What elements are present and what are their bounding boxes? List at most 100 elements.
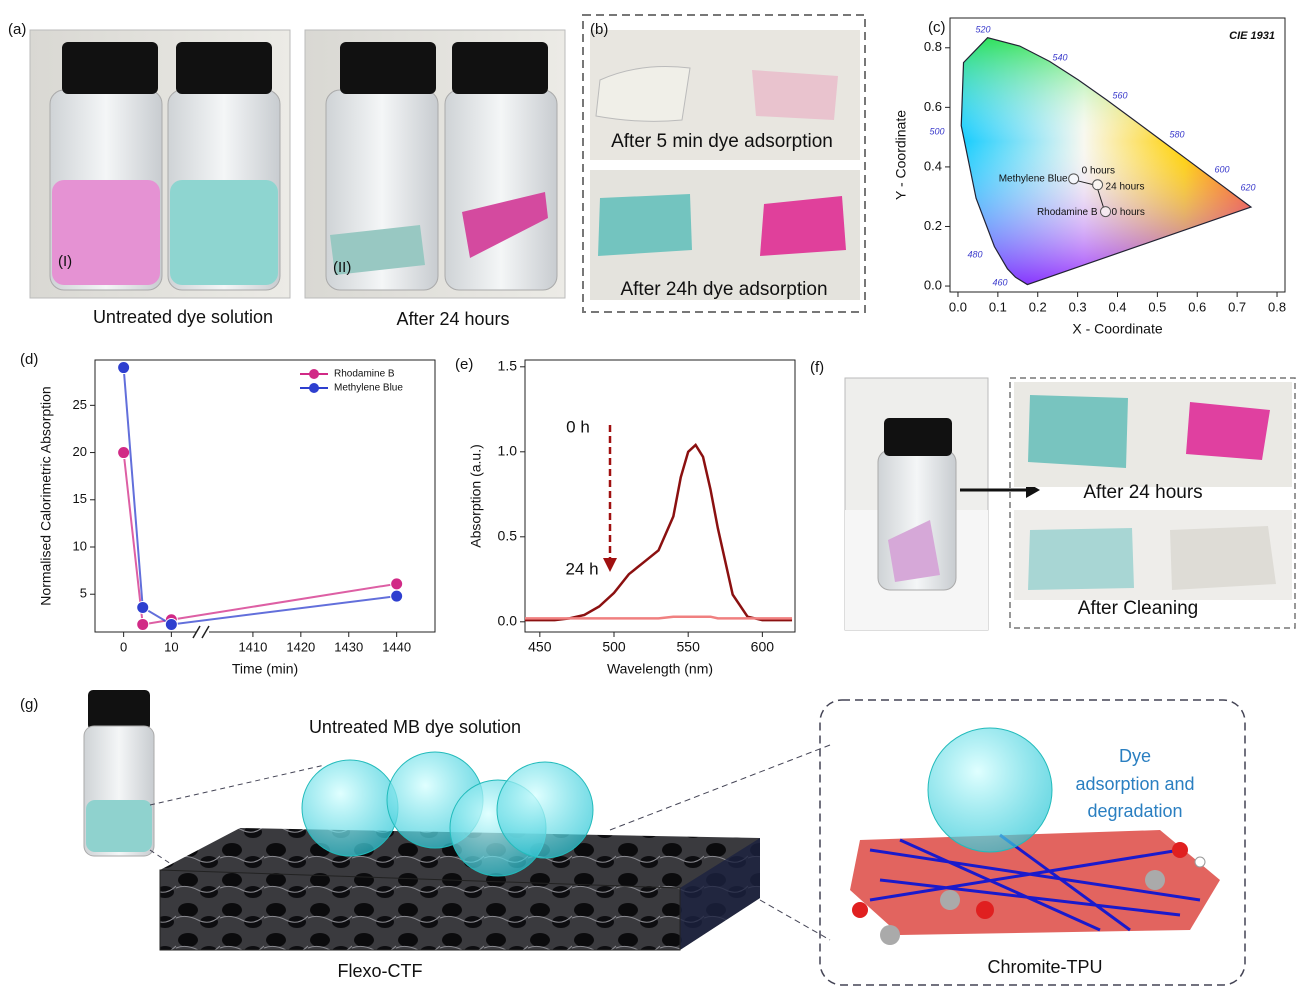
x-tick-label: 0.7 — [1228, 299, 1246, 314]
panel-label: (a) — [8, 21, 26, 38]
y-tick-label: 10 — [73, 538, 87, 553]
y-tick-label: 0.5 — [498, 528, 518, 544]
x-tick-label: 0.1 — [989, 299, 1007, 314]
series-line — [124, 368, 397, 625]
caption: Flexo-CTF — [338, 961, 423, 981]
x-tick-label: 1430 — [334, 639, 363, 654]
wavelength-label: 480 — [967, 249, 982, 259]
point — [1101, 207, 1111, 217]
marker — [391, 590, 403, 602]
note: adsorption and — [1075, 774, 1194, 794]
wavelength-label: 500 — [929, 126, 944, 136]
gamut-fill — [950, 18, 1285, 292]
x-tick-label: 1420 — [286, 639, 315, 654]
x-tick-label: 0.3 — [1069, 299, 1087, 314]
x-tick-label: 1410 — [238, 639, 267, 654]
panel-label: (g) — [20, 696, 38, 713]
y-tick-label: 1.0 — [498, 443, 518, 459]
wavelength-label: 460 — [992, 277, 1007, 287]
wavelength-label: 600 — [1214, 164, 1229, 174]
x-tick-label: 500 — [602, 639, 626, 655]
x-tick-label: 0.2 — [1029, 299, 1047, 314]
x-tick-label: 0.4 — [1108, 299, 1126, 314]
caption: Chromite-TPU — [987, 957, 1102, 977]
point — [1069, 174, 1079, 184]
x-tick-label: 0.6 — [1188, 299, 1206, 314]
marker — [118, 447, 130, 459]
marker — [165, 618, 177, 630]
photo — [30, 30, 565, 298]
x-tick-label: 450 — [528, 639, 552, 655]
point-label: 0 hours — [1112, 207, 1145, 218]
x-axis-title: Wavelength (nm) — [607, 661, 713, 677]
y-tick-label: 0.2 — [924, 218, 942, 233]
wavelength-label: 620 — [1240, 182, 1255, 192]
point — [1093, 180, 1103, 190]
marker — [391, 578, 403, 590]
plot-frame — [525, 360, 795, 632]
photo — [845, 378, 1295, 630]
illustration — [84, 690, 1245, 985]
y-tick-label: 25 — [73, 397, 87, 412]
y-tick-label: 0.4 — [924, 158, 942, 173]
y-tick-label: 0.0 — [498, 613, 518, 629]
panel-label: (f) — [810, 359, 824, 376]
x-tick-label: 0 — [120, 639, 127, 654]
y-tick-label: 0.8 — [924, 39, 942, 54]
x-axis-title: Time (min) — [232, 661, 298, 677]
vial-label: (II) — [333, 259, 351, 276]
point-label: 24 hours — [1106, 181, 1145, 192]
annotation: 0 h — [566, 417, 590, 436]
wavelength-label: 580 — [1169, 129, 1184, 139]
y-axis-title: Normalised Calorimetric Absorption — [38, 386, 54, 605]
x-tick-label: 600 — [751, 639, 775, 655]
y-tick-label: 5 — [80, 586, 87, 601]
caption: After 24h dye adsorption — [620, 279, 827, 300]
gamut — [950, 18, 1285, 292]
panel-label: (e) — [455, 356, 473, 373]
vial-label: (I) — [58, 253, 72, 270]
panel-label: (d) — [20, 351, 38, 368]
plot-frame — [95, 360, 435, 632]
note: degradation — [1087, 801, 1182, 821]
y-tick-label: 0.6 — [924, 99, 942, 114]
series-line — [124, 453, 397, 625]
annotation: Methylene Blue — [999, 173, 1068, 184]
annotation: Rhodamine B — [1037, 207, 1098, 218]
legend-label: Rhodamine B — [334, 369, 395, 380]
y-axis-title: Y - Coordinate — [893, 110, 909, 200]
wavelength-label: 540 — [1052, 52, 1067, 62]
y-tick-label: 15 — [73, 491, 87, 506]
note: Dye — [1119, 746, 1151, 766]
caption: After 5 min dye adsorption — [611, 131, 833, 152]
x-tick-label: 0.8 — [1268, 299, 1286, 314]
legend-label: Methylene Blue — [334, 383, 403, 394]
caption: After Cleaning — [1078, 598, 1198, 619]
x-tick-label: 10 — [164, 639, 178, 654]
legend-marker — [309, 383, 319, 393]
y-tick-label: 0.0 — [924, 277, 942, 292]
y-axis-title: Absorption (a.u.) — [468, 444, 484, 548]
figure: (a) (I) (II) Untreated dye solution Afte… — [0, 0, 1300, 987]
caption: After 24 hours — [1083, 482, 1202, 503]
arrow-head — [603, 558, 617, 572]
caption: After 24 hours — [396, 309, 509, 329]
x-tick-label: 0.0 — [949, 299, 967, 314]
point-label: 0 hours — [1082, 165, 1115, 176]
photo — [590, 30, 860, 300]
chart-title: CIE 1931 — [1229, 30, 1275, 42]
caption: Untreated MB dye solution — [309, 717, 521, 737]
marker — [137, 601, 149, 613]
x-tick-label: 550 — [677, 639, 701, 655]
wavelength-label: 560 — [1112, 90, 1127, 100]
panel-label: (c) — [928, 19, 946, 36]
marker — [118, 362, 130, 374]
panel-label: (b) — [590, 21, 608, 38]
y-tick-label: 1.5 — [498, 358, 518, 374]
caption: Untreated dye solution — [93, 307, 273, 327]
x-axis-title: X - Coordinate — [1072, 321, 1162, 337]
legend-marker — [309, 369, 319, 379]
marker — [137, 618, 149, 630]
series-line — [525, 445, 792, 620]
wavelength-label: 520 — [975, 24, 990, 34]
